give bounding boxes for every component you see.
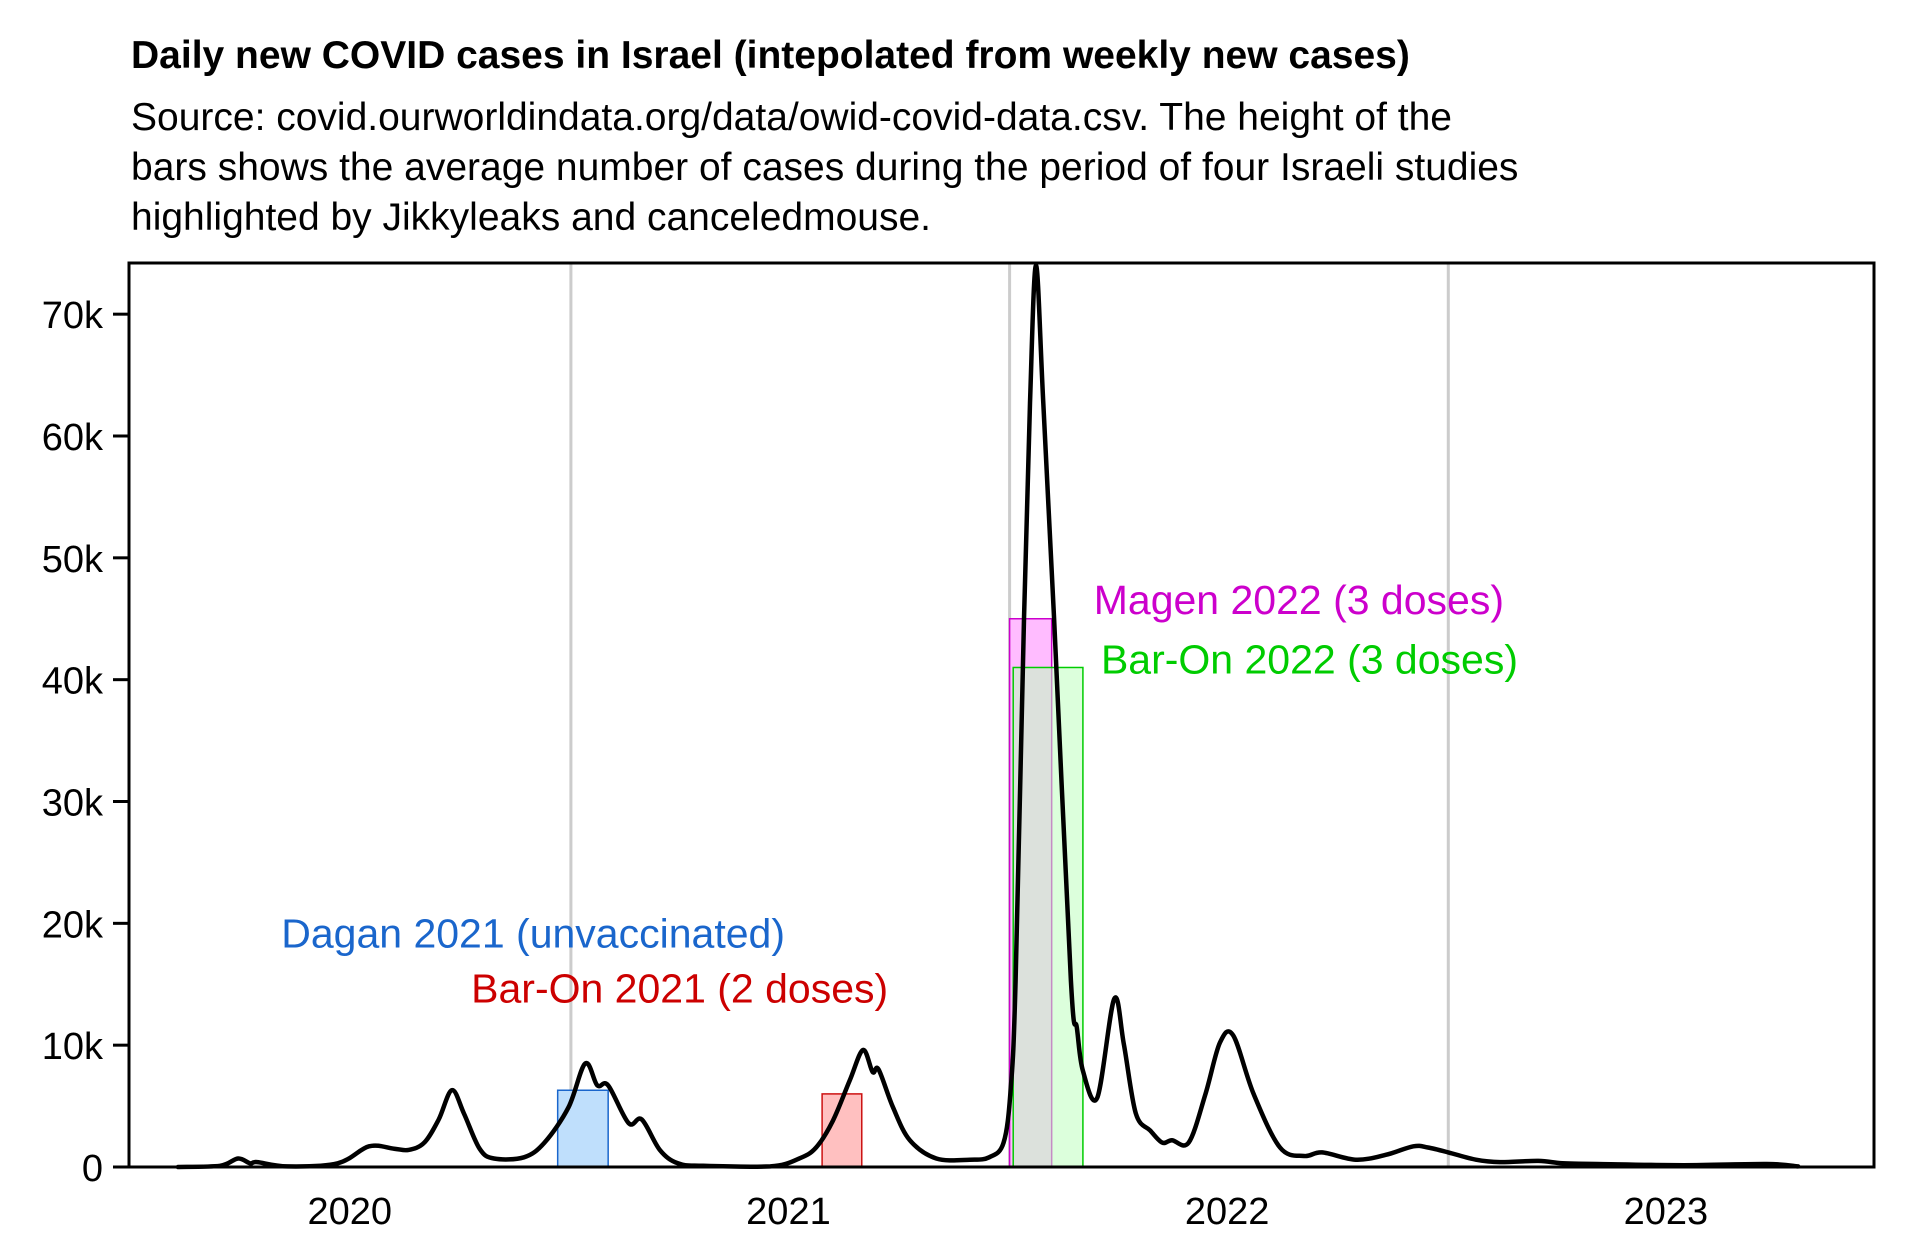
plot-frame xyxy=(127,261,1876,1169)
y-tick-label: 50k xyxy=(42,539,104,581)
chart-subtitle-line-2: bars shows the average number of cases d… xyxy=(131,146,1518,189)
x-tick-label: 2023 xyxy=(1624,1191,1709,1233)
x-tick-label: 2021 xyxy=(746,1191,831,1233)
annotation-label: Magen 2022 (3 doses) xyxy=(1094,577,1504,623)
x-tick-label: 2020 xyxy=(307,1191,392,1233)
chart-title: Daily new COVID cases in Israel (intepol… xyxy=(131,34,1410,77)
y-tick-label: 60k xyxy=(42,417,104,459)
study-annotations: Dagan 2021 (unvaccinated) Bar-On 2021 (2 … xyxy=(281,577,1518,1012)
y-tick-label: 10k xyxy=(42,1026,104,1068)
x-tick-label: 2022 xyxy=(1185,1191,1270,1233)
daily-cases-line xyxy=(175,263,1801,1170)
y-tick-label: 0 xyxy=(82,1148,103,1190)
y-axis: 0 10k 20k 30k 40k 50k 60k 70k xyxy=(42,295,1874,1190)
annotation-label: Bar-On 2021 (2 doses) xyxy=(471,966,888,1012)
study-bar-4 xyxy=(1012,666,1084,1168)
y-tick-label: 30k xyxy=(42,783,104,825)
study-bars xyxy=(556,618,1084,1168)
y-tick-label: 70k xyxy=(42,295,104,337)
annotation-label: Bar-On 2022 (3 doses) xyxy=(1101,637,1518,683)
y-tick-label: 40k xyxy=(42,661,104,703)
annotation-label: Dagan 2021 (unvaccinated) xyxy=(281,911,785,957)
study-bar-1 xyxy=(556,1089,609,1168)
cases-line-layer xyxy=(175,263,1801,1170)
x-axis: 2020 2021 2022 2023 xyxy=(307,1191,1708,1233)
chart-subtitle-line-3: highlighted by Jikkyleaks and canceledmo… xyxy=(131,196,931,239)
y-tick-label: 20k xyxy=(42,904,104,946)
chart-subtitle-line-1: Source: covid.ourworldindata.org/data/ow… xyxy=(131,96,1452,139)
